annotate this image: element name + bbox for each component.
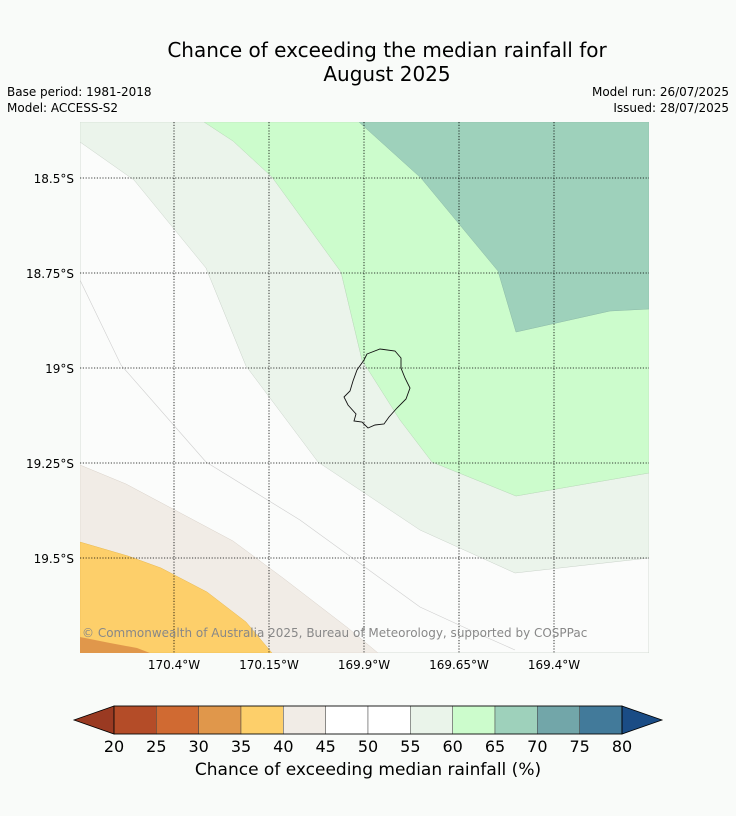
colorbar-tick-label: 40 [273, 737, 293, 756]
lat-label: 18.75°S [26, 267, 74, 281]
colorbar-tick-label: 65 [485, 737, 505, 756]
colorbar-segment [494, 705, 538, 735]
meta-left: Base period: 1981-2018 Model: ACCESS-S2 [7, 84, 152, 116]
lat-label: 18.5°S [34, 172, 74, 186]
model-run: Model run: 26/07/2025 [591, 85, 729, 99]
model-name: Model: ACCESS-S2 [7, 101, 119, 115]
colorbar-tick-label: 20 [104, 737, 124, 756]
lat-label: 19.25°S [26, 457, 74, 471]
colorbar-segment [537, 705, 580, 735]
island-outline [343, 348, 411, 429]
lon-labels: 170.4°W 170.15°W 169.9°W 169.65°W 169.4°… [148, 658, 580, 672]
colorbar-tick-label: 25 [146, 737, 166, 756]
colorbar-tick-label: 30 [188, 737, 208, 756]
colorbar-segment [452, 705, 496, 735]
colorbar-segment [240, 705, 284, 735]
colorbar-segment [156, 705, 199, 735]
contour-30-35 [80, 637, 150, 653]
colorbar-title: Chance of exceeding median rainfall (%) [194, 760, 542, 780]
colorbar-segment [579, 705, 623, 735]
lon-label: 169.65°W [429, 658, 489, 672]
meta-right: Model run: 26/07/2025 Issued: 28/07/2025 [592, 84, 729, 116]
title-line-2: August 2025 [323, 62, 451, 86]
lon-label: 170.4°W [148, 658, 200, 672]
colorbar-segment [325, 705, 369, 735]
colorbar-segment [198, 705, 242, 735]
colorbar-extend-max [621, 705, 664, 735]
lat-label: 19°S [45, 362, 74, 376]
lon-label: 169.4°W [528, 658, 580, 672]
colorbar-outline [113, 705, 623, 735]
title-line-1: Chance of exceeding the median rainfall … [167, 38, 607, 62]
lat-labels: 18.5°S 18.75°S 19°S 19.25°S 19.5°S [26, 172, 74, 566]
colorbar-tick-label: 60 [442, 737, 462, 756]
colorbar-tick-label: 55 [400, 737, 420, 756]
colorbar-tick-label: 80 [612, 737, 632, 756]
lon-label: 170.15°W [239, 658, 299, 672]
colorbar-segment [283, 705, 326, 735]
colorbar-extend-min [72, 705, 115, 735]
colorbar-segment [113, 705, 157, 735]
colorbar-tick-label: 50 [358, 737, 378, 756]
contour-line-50 [80, 279, 516, 651]
copyright-notice: © Commonwealth of Australia 2025, Bureau… [82, 626, 587, 640]
map-area [80, 122, 649, 653]
gridlines [80, 122, 649, 653]
base-period: Base period: 1981-2018 [7, 85, 152, 99]
colorbar-tick-label: 45 [315, 737, 335, 756]
colorbar-tick-label: 70 [527, 737, 547, 756]
contour-65-70 [358, 122, 649, 333]
lon-label: 169.9°W [338, 658, 390, 672]
chart-title: Chance of exceeding the median rainfall … [0, 38, 736, 86]
colorbar-segment [410, 705, 453, 735]
colorbar: 20 25 30 35 40 45 50 55 60 65 70 75 80 [72, 705, 664, 756]
lat-label: 19.5°S [34, 552, 74, 566]
colorbar-tick-label: 75 [569, 737, 589, 756]
colorbar-tick-label: 35 [231, 737, 251, 756]
colorbar-segment [367, 705, 411, 735]
issued-date: Issued: 28/07/2025 [613, 101, 729, 115]
